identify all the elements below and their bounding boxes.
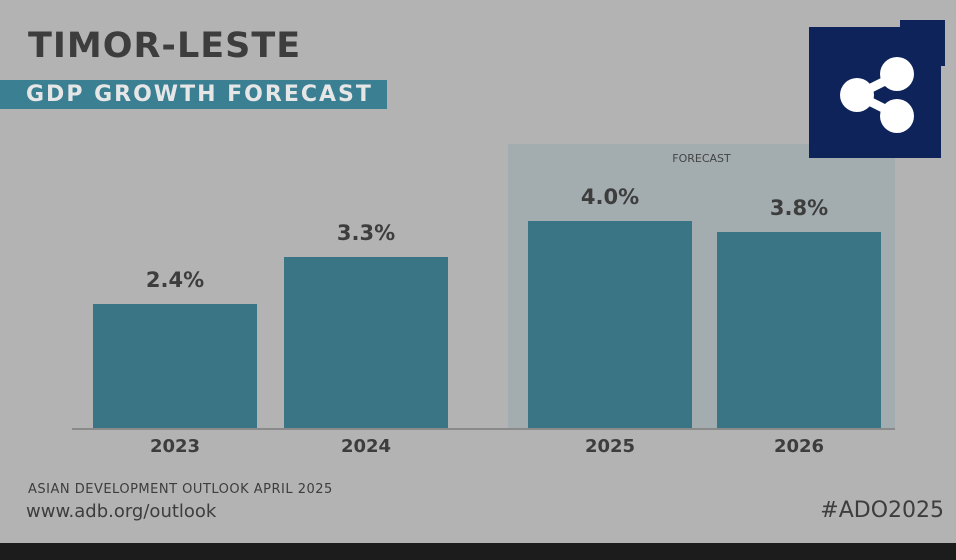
x-tick-label: 2023 [149,436,201,457]
x-axis [72,428,895,430]
chart-subtitle: GDP GROWTH FORECAST [26,82,373,107]
forecast-label: FORECAST [672,152,731,165]
x-tick-label: 2024 [340,436,392,457]
chart-title: TIMOR-LESTE [28,26,302,66]
source-url[interactable]: www.adb.org/outlook [26,501,217,522]
bar-2023 [93,303,257,428]
share-button[interactable] [809,27,941,158]
data-label: 3.3% [336,221,396,246]
x-tick-label: 2026 [773,436,825,457]
bottom-bar [0,543,956,560]
subtitle-banner: GDP GROWTH FORECAST [0,80,387,109]
data-label: 2.4% [145,267,205,292]
share-icon [840,57,914,133]
data-label: 4.0% [580,185,640,210]
bar-2025 [528,221,692,428]
source-text: ASIAN DEVELOPMENT OUTLOOK APRIL 2025 [28,482,333,497]
hashtag: #ADO2025 [820,498,944,523]
data-label: 3.8% [769,195,829,220]
x-tick-label: 2025 [584,436,636,457]
bar-2026 [717,231,881,428]
bar-2024 [284,257,448,428]
